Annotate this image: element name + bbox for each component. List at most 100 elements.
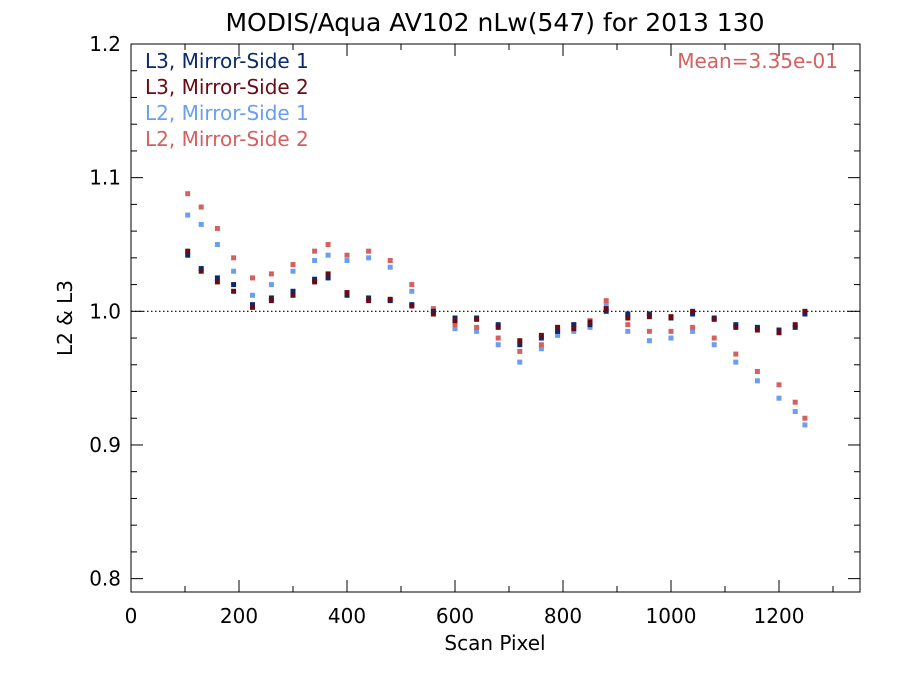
data-point (452, 326, 458, 332)
data-point (312, 248, 318, 254)
data-point (690, 324, 696, 330)
x-tick-label: 1000 (646, 604, 697, 628)
data-point (646, 328, 652, 334)
data-point (268, 282, 274, 288)
data-point (387, 264, 393, 270)
data-point (517, 359, 523, 365)
data-point (387, 296, 393, 302)
data-point (587, 324, 593, 330)
data-point (231, 282, 237, 288)
data-point (538, 332, 544, 338)
data-point (538, 346, 544, 352)
data-point (571, 322, 577, 328)
data-point (250, 275, 255, 281)
data-point (555, 324, 561, 330)
data-point (185, 248, 191, 254)
data-point (185, 212, 191, 218)
data-point (495, 335, 501, 341)
data-point (344, 290, 350, 296)
data-point (268, 298, 274, 304)
data-point (625, 315, 631, 321)
data-points (185, 191, 808, 428)
data-point (668, 335, 674, 341)
data-point (366, 295, 372, 301)
data-point (366, 255, 372, 261)
data-point (198, 221, 204, 227)
data-point (312, 279, 318, 285)
data-point (325, 275, 331, 281)
data-point (231, 255, 237, 261)
y-tick-label: 1.2 (89, 32, 121, 56)
data-point (409, 288, 415, 294)
data-point (250, 302, 255, 308)
data-point (290, 292, 296, 298)
data-point (366, 298, 372, 304)
data-point (792, 399, 798, 405)
data-point (430, 306, 436, 312)
data-point (430, 311, 436, 317)
data-point (344, 252, 350, 258)
data-point (776, 327, 782, 333)
data-point (792, 322, 798, 328)
data-point (325, 271, 331, 277)
data-point (430, 308, 436, 314)
data-point (474, 316, 480, 322)
x-tick-label: 600 (436, 604, 474, 628)
data-point (250, 304, 255, 310)
data-point (587, 319, 593, 325)
data-point (409, 303, 415, 309)
data-point (517, 342, 523, 348)
series-2-points (185, 212, 808, 428)
data-point (668, 328, 674, 334)
data-point (312, 276, 318, 282)
tick-labels: 0 200 400 600 800 1000 1200 0.8 0.9 1.0 1.1 1.2 (89, 32, 804, 628)
data-point (344, 292, 350, 298)
data-point (312, 258, 318, 264)
data-point (733, 322, 739, 328)
data-point (625, 322, 631, 328)
data-point (792, 324, 798, 330)
legend-entry: L2, Mirror-Side 2 (145, 127, 309, 151)
data-point (495, 324, 501, 330)
data-point (185, 252, 191, 258)
data-point (711, 316, 717, 322)
data-point (231, 288, 237, 294)
data-point (366, 248, 372, 254)
data-point (214, 275, 220, 281)
data-point (646, 314, 652, 320)
data-point (474, 328, 480, 334)
data-point (290, 288, 296, 294)
data-point (603, 298, 609, 304)
data-point (214, 279, 220, 285)
data-point (754, 368, 760, 374)
x-tick-label: 400 (328, 604, 366, 628)
data-point (603, 302, 609, 308)
data-point (776, 330, 782, 336)
data-point (198, 268, 204, 274)
data-point (452, 322, 458, 328)
data-point (250, 292, 255, 298)
data-point (802, 415, 808, 421)
data-point (517, 338, 523, 344)
data-point (290, 268, 296, 274)
y-tick-label: 0.9 (89, 433, 121, 457)
legend-entry: L3, Mirror-Side 2 (145, 75, 309, 99)
series-3-points (185, 191, 808, 421)
y-axis-label: L2 & L3 (53, 280, 77, 356)
x-tick-label: 0 (125, 604, 138, 628)
data-point (214, 225, 220, 231)
data-point (474, 324, 480, 330)
data-point (625, 328, 631, 334)
data-point (733, 351, 739, 357)
data-point (754, 378, 760, 384)
x-tick-label: 200 (220, 604, 258, 628)
data-point (802, 422, 808, 428)
axis-ticks (130, 43, 860, 592)
data-point (733, 324, 739, 330)
data-point (290, 262, 296, 268)
data-point (733, 359, 739, 365)
data-point (268, 295, 274, 301)
x-tick-label: 1200 (754, 604, 805, 628)
data-point (231, 268, 237, 274)
data-point (587, 322, 593, 328)
